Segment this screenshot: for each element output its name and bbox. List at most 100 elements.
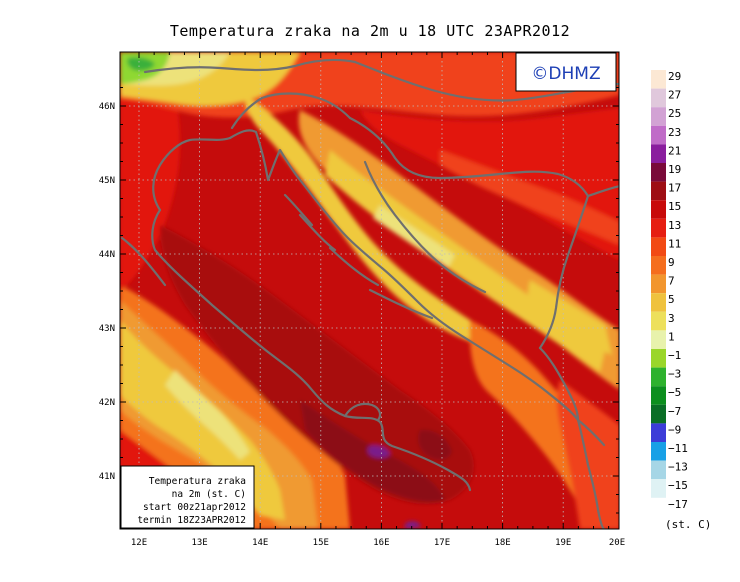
legend-label: −9: [668, 423, 681, 436]
slovenia-border: [230, 92, 352, 130]
zone-sea-darker-2: [418, 429, 452, 460]
zone-balkan-orange: [557, 380, 619, 529]
bosnia-west-border: [363, 160, 487, 294]
legend-label: 21: [668, 144, 681, 157]
legend-swatch: [651, 330, 666, 349]
montenegro-border: [538, 346, 606, 447]
zone-nw-greendark: [127, 57, 155, 71]
legend-label: −1: [668, 349, 681, 362]
serbia-border: [586, 185, 619, 198]
info-box: Temperatura zraka na 2m (st. C) start 00…: [120, 465, 255, 529]
legend-label: −11: [668, 442, 688, 455]
legend-label: −7: [668, 405, 681, 418]
legend-swatch: [651, 200, 666, 219]
legend-swatch: [651, 367, 666, 387]
lon-label: 15E: [313, 538, 329, 548]
croatia-islands: [283, 193, 434, 320]
zone-pannonian-orange: [440, 150, 619, 245]
legend-swatch: [651, 218, 666, 238]
legend-swatch: [651, 181, 666, 201]
latitude-labels: 46N 45N 44N 43N 42N 41N: [99, 102, 115, 482]
legend-swatch: [651, 423, 666, 442]
lat-label: 41N: [99, 472, 115, 482]
legend-label: 27: [668, 89, 681, 102]
legend-label: −5: [668, 386, 681, 399]
legend-swatch: [651, 386, 666, 405]
legend-swatch: [651, 256, 666, 275]
legend-swatch: [651, 107, 666, 126]
zone-purple-spot: [367, 445, 390, 458]
info-line-4: termin 18Z23APR2012: [137, 515, 246, 526]
legend-swatch: [651, 349, 666, 368]
map-title: Temperatura zraka na 2m u 18 UTC 23APR20…: [169, 22, 571, 40]
info-line-2: na 2m (st. C): [172, 489, 246, 500]
istria-coast: [228, 129, 580, 422]
legend-swatch: [651, 404, 666, 424]
lon-label: 17E: [434, 538, 450, 548]
albania-coast: [576, 418, 606, 529]
lat-lon-grid: [120, 52, 619, 529]
italy-east-coast: [151, 208, 472, 492]
zone-purple-spot-2: [404, 521, 421, 529]
lon-label: 19E: [555, 538, 571, 548]
zone-sea-dark: [160, 225, 474, 504]
legend-label: 3: [668, 312, 675, 325]
legend-label: 5: [668, 293, 675, 306]
lon-label: 18E: [494, 538, 510, 548]
lon-label: 16E: [373, 538, 389, 548]
copyright-label: ©DHMZ: [531, 64, 600, 84]
legend-label: −13: [668, 461, 688, 474]
legend-label: −3: [668, 368, 681, 381]
legend-swatch: [651, 125, 666, 145]
coastlines-and-borders: [120, 58, 619, 529]
legend-swatch: [651, 293, 666, 312]
legend-swatch: [651, 70, 666, 89]
legend-swatch: [651, 144, 666, 163]
legend-swatch: [651, 460, 666, 480]
legend-label: 15: [668, 200, 681, 213]
color-legend: 29 27 25 23 21 19 17 15 13 11 9 7 5 3 1 −1 −3 −5 −7 −9 −11 −1…: [651, 70, 688, 511]
italy-gargano: [343, 402, 382, 422]
lat-label: 42N: [99, 398, 115, 408]
italy-north-coast: [152, 136, 232, 212]
legend-swatch: [651, 88, 666, 108]
info-line-3: start 00z21apr2012: [143, 502, 246, 513]
legend-swatch: [651, 442, 666, 461]
legend-swatch: [651, 237, 666, 256]
lat-label: 45N: [99, 176, 115, 186]
lon-label: 20E: [609, 538, 625, 548]
bosnia-east-border: [538, 194, 590, 350]
legend-label: 13: [668, 219, 681, 232]
legend-swatch: [651, 479, 666, 498]
legend-label: 11: [668, 237, 681, 250]
legend-label: 17: [668, 182, 681, 195]
lat-label: 46N: [99, 102, 115, 112]
legend-label: 19: [668, 163, 681, 176]
legend-unit: (st. C): [665, 518, 711, 531]
legend-label: 29: [668, 70, 681, 83]
legend-swatch: [651, 311, 666, 331]
lon-label: 12E: [131, 538, 147, 548]
legend-swatch: [651, 274, 666, 294]
longitude-labels: 12E 13E 14E 15E 16E 17E 18E 19E 20E: [131, 538, 625, 548]
legend-label: −15: [668, 479, 688, 492]
copyright-badge: ©DHMZ: [515, 52, 617, 92]
legend-label: 23: [668, 126, 681, 139]
croatia-north-border: [348, 116, 590, 198]
lat-label: 43N: [99, 324, 115, 334]
lat-label: 44N: [99, 250, 115, 260]
temperature-field: [120, 52, 619, 529]
lon-label: 14E: [252, 538, 268, 548]
zone-kvarner-yellow: [245, 95, 480, 345]
axis-ticks: [120, 52, 619, 529]
legend-label: 9: [668, 256, 675, 269]
legend-label: 7: [668, 275, 675, 288]
legend-label: 1: [668, 330, 675, 343]
lon-label: 13E: [191, 538, 207, 548]
austria-slovenia-border: [143, 58, 357, 74]
info-line-1: Temperatura zraka: [149, 476, 246, 487]
legend-label: −17: [668, 498, 688, 511]
zone-italy-pale: [165, 370, 250, 460]
